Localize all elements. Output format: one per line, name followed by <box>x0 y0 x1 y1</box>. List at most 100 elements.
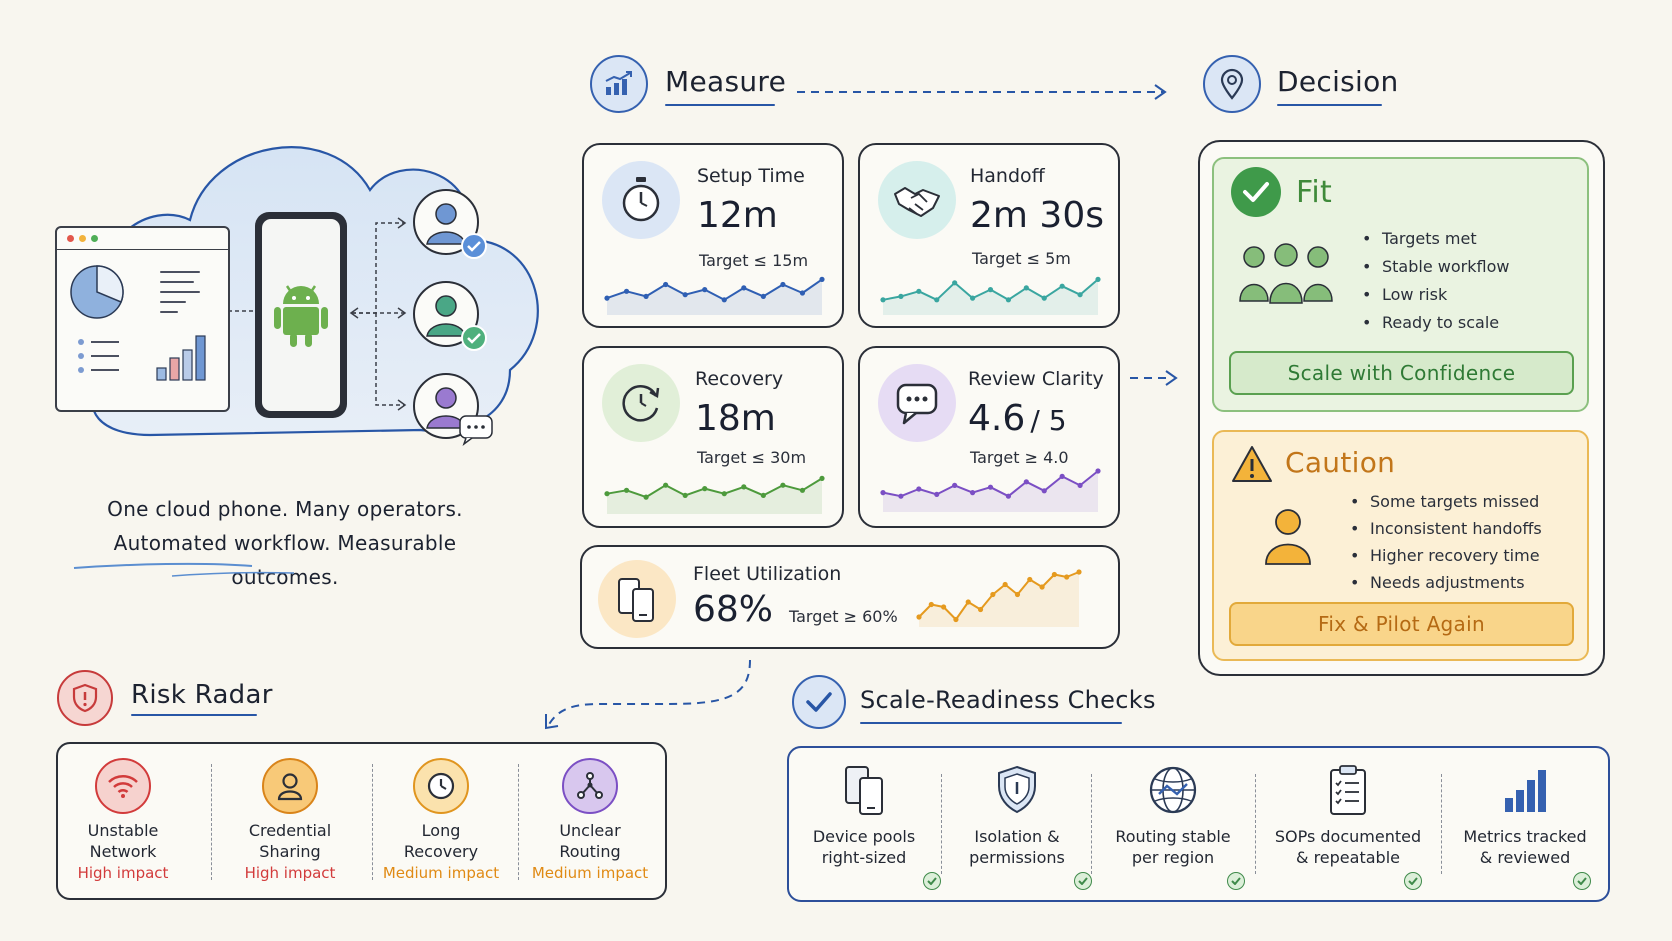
sparkline-point <box>780 482 786 488</box>
sparkline-point <box>987 287 994 293</box>
shield-icon <box>998 765 1036 814</box>
metric-card-review-clarity: Review Clarity 4.6 / 5 Target ≥ 4.0 <box>858 346 1120 528</box>
check-item-routing: Routing stable per region <box>1093 764 1253 868</box>
measure-title: Measure <box>665 65 787 98</box>
sparkline-point <box>1014 591 1021 598</box>
sparkline-area <box>607 279 822 315</box>
sparkline-point <box>799 487 806 493</box>
handshake-icon <box>878 161 956 239</box>
risk-shield-icon <box>57 670 113 726</box>
globe-icon <box>1149 766 1197 814</box>
fix-and-pilot-again-button[interactable]: Fix & Pilot Again <box>1229 602 1574 646</box>
checks-title-underline <box>860 722 1122 724</box>
scale-with-confidence-button[interactable]: Scale with Confidence <box>1229 351 1574 395</box>
check-item-sops: SOPs documented & repeatable <box>1268 764 1428 868</box>
sparkline-point <box>916 614 922 620</box>
checks-panel: Device pools right-sized Isolation & per… <box>787 746 1610 902</box>
list-icon <box>78 339 119 373</box>
sparkline-area <box>919 572 1079 627</box>
decision-title: Decision <box>1277 65 1399 98</box>
check-label-line2: per region <box>1131 848 1215 867</box>
risk-name-line1: Long <box>421 821 461 840</box>
caution-list-item: Inconsistent handoffs <box>1348 519 1542 538</box>
check-label-line2: right-sized <box>821 848 907 867</box>
devices-icon <box>598 560 676 638</box>
measure-decision-arrow <box>797 84 1167 100</box>
sparkline-point <box>682 492 688 498</box>
operator-avatar-1 <box>413 189 487 259</box>
checks-divider <box>1091 774 1092 874</box>
metric-label: Setup Time <box>697 165 805 187</box>
sparkline-point <box>1095 276 1101 282</box>
check-label-line1: Metrics tracked <box>1463 827 1587 846</box>
sparkline-point <box>1077 292 1083 298</box>
sparkline <box>604 475 825 514</box>
measure-title-underline <box>665 104 775 106</box>
fit-list-item: Targets met <box>1360 229 1509 249</box>
sparkline-point <box>969 295 976 301</box>
sparkline-point <box>643 293 649 299</box>
metric-target: Target ≤ 5m <box>972 249 1071 268</box>
check-label-line1: Device pools <box>812 827 916 846</box>
sparkline-point <box>1059 283 1065 289</box>
sparkline-point <box>916 288 922 294</box>
sparkline-point <box>780 281 786 288</box>
team-icon <box>1239 243 1333 304</box>
check-label: Metrics tracked & reviewed <box>1445 826 1605 868</box>
risk-name: Long Recovery <box>376 820 506 862</box>
sparkline-point <box>1077 482 1083 488</box>
phone-operator-connectors <box>349 217 407 411</box>
sparkline-point <box>952 482 958 488</box>
sparkline-point <box>819 475 825 481</box>
decision-caution-box: Caution Some targets missed Inconsistent… <box>1212 430 1589 661</box>
risk-name-line1: Unstable <box>87 821 159 840</box>
sparkline-point <box>721 491 727 497</box>
metric-card-fleet-utilization: Fleet Utilization 68% Target ≥ 60% <box>580 545 1120 649</box>
cards-risk-arrow <box>545 659 751 730</box>
risk-name: Unclear Routing <box>525 820 655 862</box>
window-min-dot <box>79 235 86 242</box>
sparkline-point <box>934 491 940 497</box>
operator-avatar-3 <box>413 373 493 447</box>
sparkline-point <box>1095 468 1101 474</box>
person-icon <box>1265 509 1311 565</box>
checks-divider <box>1255 774 1256 874</box>
bar-chart-icon <box>1505 770 1546 812</box>
sparkline-point <box>1076 569 1082 575</box>
sparkline-point <box>880 490 886 496</box>
operator-avatar-2 <box>413 281 487 351</box>
metric-label: Recovery <box>695 368 784 390</box>
sparkline-point <box>1005 493 1012 499</box>
fit-list-item: Stable workflow <box>1360 257 1509 277</box>
sparkline-point <box>1002 581 1008 588</box>
android-icon <box>274 285 328 347</box>
sparkline-point <box>1051 571 1057 578</box>
devices-icon <box>845 766 883 815</box>
sparkline-point <box>663 482 669 488</box>
check-label: Routing stable per region <box>1093 826 1253 868</box>
sparkline-point <box>898 293 904 299</box>
metric-target: Target ≤ 30m <box>697 448 807 467</box>
sparkline-point <box>682 292 688 298</box>
caution-list-item: Needs adjustments <box>1348 573 1542 592</box>
cloud-phone <box>255 212 347 418</box>
risk-impact: High impact <box>77 864 169 882</box>
metric-target: Target ≤ 15m <box>699 251 809 270</box>
risk-item-unstable-network: Unstable Network High impact <box>58 758 188 882</box>
sparkline-point <box>1027 576 1033 583</box>
checks-check-icon <box>792 675 846 729</box>
hero-caption-line2: Automated workflow. Measurable outcomes. <box>113 531 457 589</box>
sparkline-point <box>952 280 958 286</box>
caution-title: Caution <box>1285 446 1396 479</box>
sparkline <box>916 569 1082 627</box>
chat-bubble-icon <box>878 364 956 442</box>
risk-name: Unstable Network <box>58 820 188 862</box>
metric-label: Review Clarity <box>968 368 1104 390</box>
sparkline-point <box>1041 295 1047 301</box>
metric-label: Handoff <box>970 165 1045 187</box>
metric-card-setup-time: Setup Time 12m Target ≤ 15m <box>582 143 844 328</box>
check-label-line2: & reviewed <box>1479 848 1571 867</box>
sparkline-point <box>969 490 976 496</box>
risk-name-line2: Sharing <box>259 842 321 861</box>
pie-chart-icon <box>70 265 124 319</box>
